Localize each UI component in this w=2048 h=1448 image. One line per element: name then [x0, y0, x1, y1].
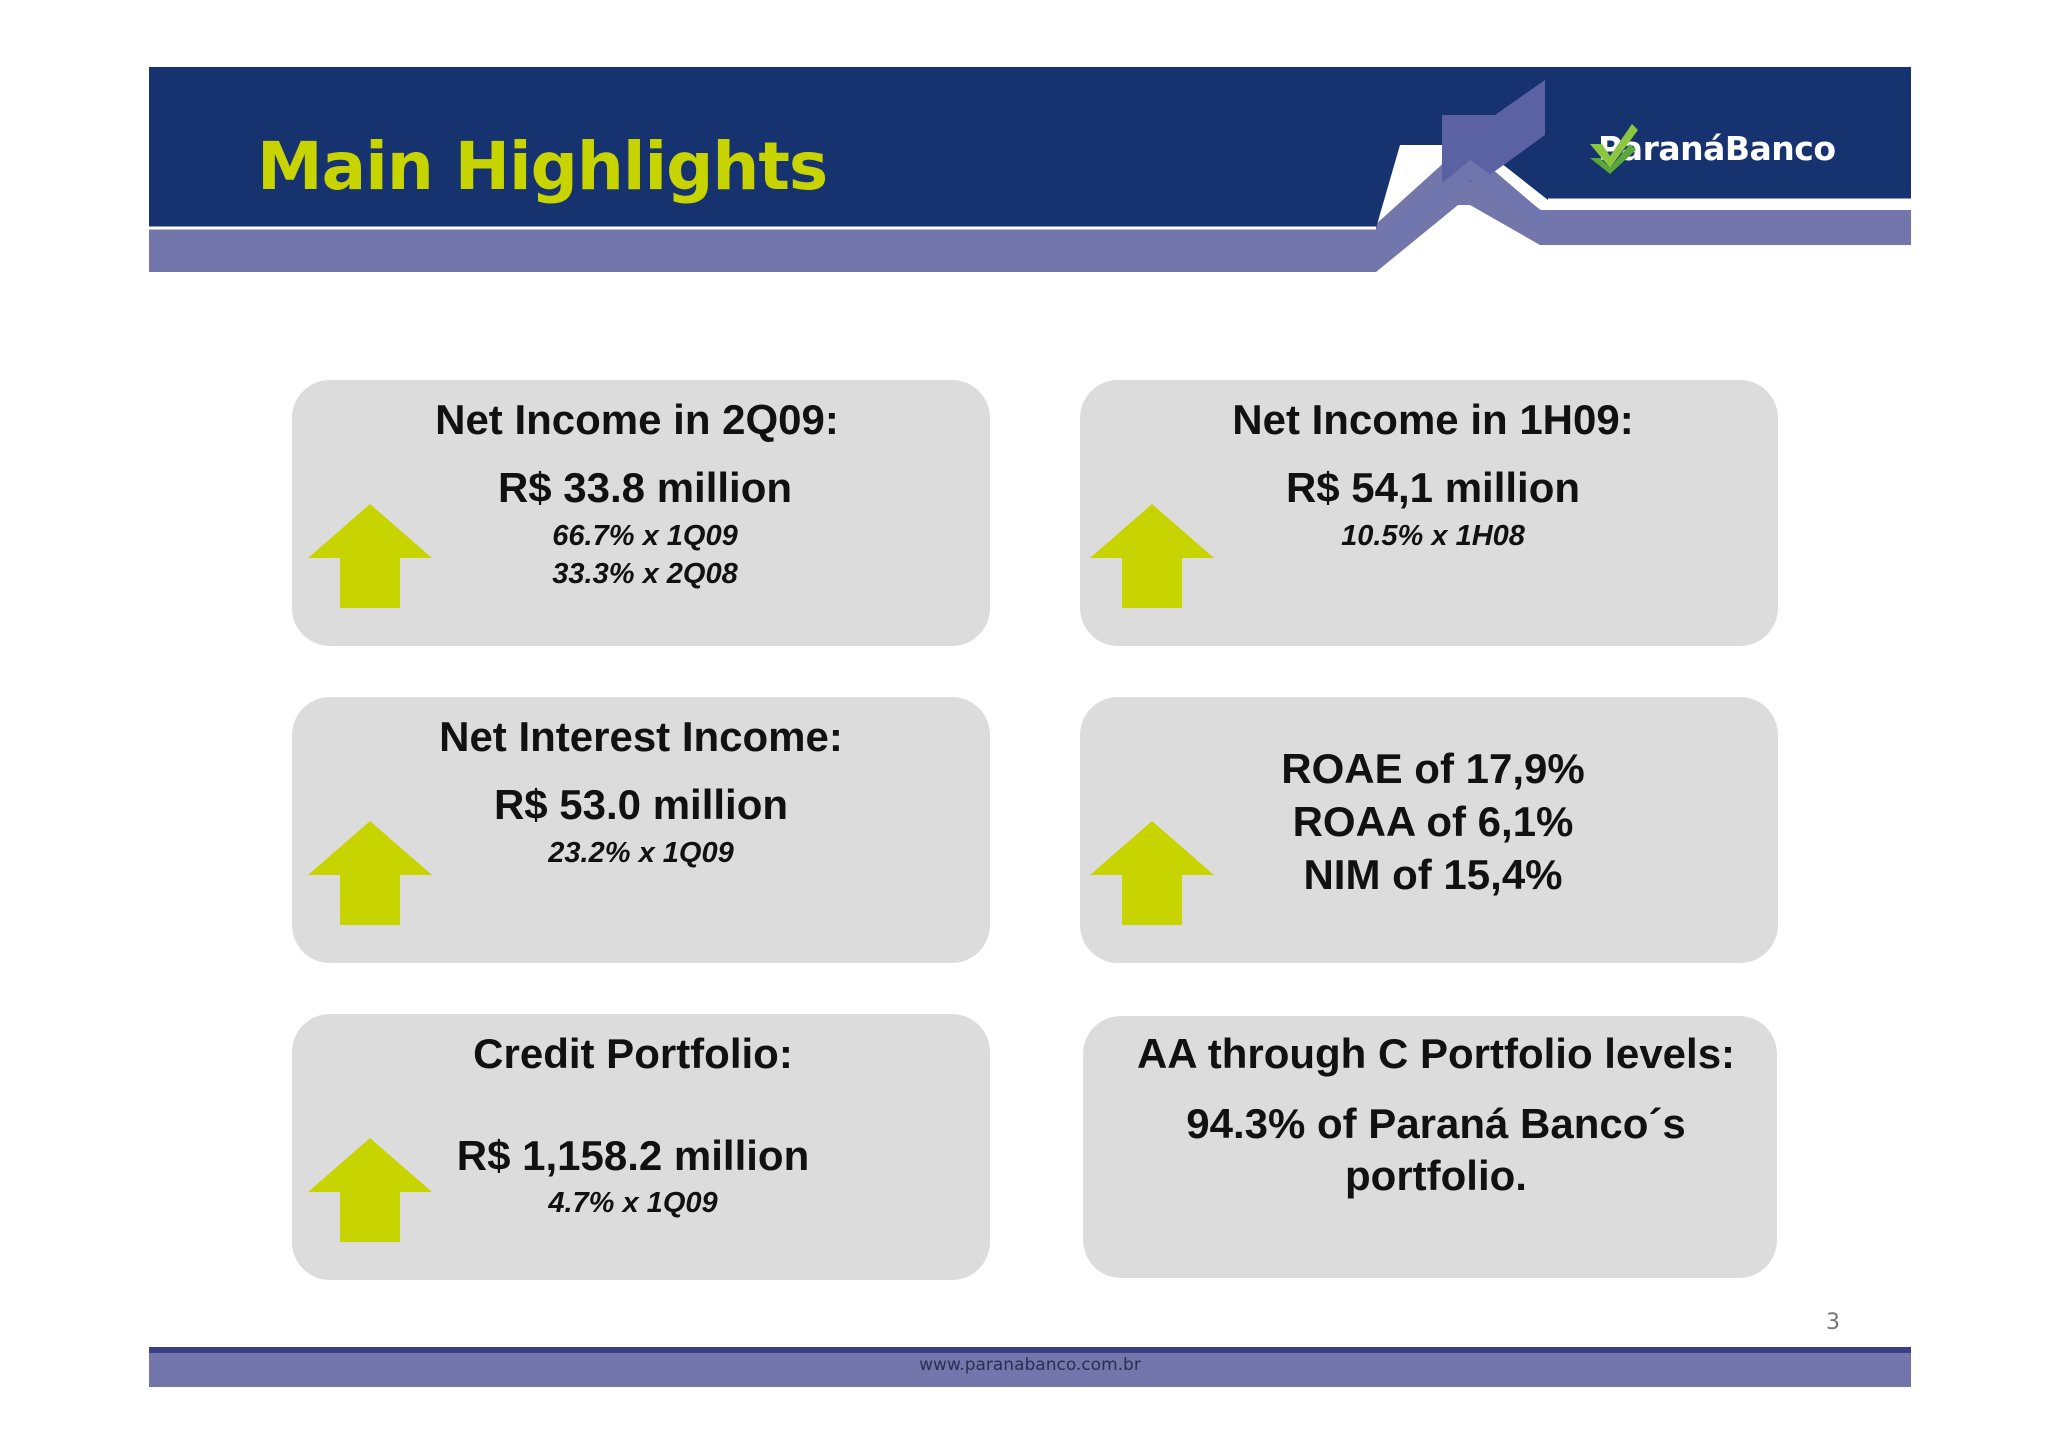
- card-heading: Net Income in 2Q09:: [435, 396, 839, 443]
- card-heading: Net Income in 1H09:: [1232, 396, 1634, 443]
- header-shape: [149, 67, 1911, 272]
- card-ratios: ROAE of 17,9% ROAA of 6,1% NIM of 15,4%: [1080, 697, 1778, 963]
- card-detail: 23.2% x 1Q09: [548, 837, 734, 869]
- footer-url: www.paranabanco.com.br: [919, 1355, 1141, 1375]
- card-credit-portfolio: Credit Portfolio: R$ 1,158.2 million 4.7…: [292, 1014, 990, 1280]
- card-value: R$ 53.0 million: [493, 781, 789, 828]
- card-value: R$ 1,158.2 million: [456, 1132, 810, 1179]
- brand-logo: ParanáBanco: [1588, 118, 1836, 178]
- card-net-income-2q09: Net Income in 2Q09: R$ 33.8 million 66.7…: [292, 380, 990, 646]
- card-ratio-line: ROAA of 6,1%: [1292, 798, 1574, 845]
- page-number: 3: [1826, 1310, 1840, 1335]
- logo-text: ParanáBanco: [1598, 128, 1836, 168]
- card-detail: 33.3% x 2Q08: [552, 558, 738, 590]
- checkmark-logo-icon: [1590, 124, 1638, 174]
- card-heading: AA through C Portfolio levels:: [1136, 1030, 1736, 1077]
- card-heading: Credit Portfolio:: [473, 1030, 793, 1077]
- card-detail-line: 94.3% of Paraná Banco´s: [1186, 1100, 1686, 1147]
- up-arrow-icon: [308, 821, 432, 925]
- up-arrow-icon: [1090, 821, 1214, 925]
- footer-bar: [149, 1347, 1911, 1387]
- card-detail: 4.7% x 1Q09: [548, 1187, 718, 1219]
- page-title: Main Highlights: [257, 128, 828, 205]
- card-ratio-line: NIM of 15,4%: [1303, 851, 1563, 898]
- header-banner: Main Highlights ParanáBanco: [0, 0, 2048, 300]
- card-detail-line: portfolio.: [1345, 1152, 1527, 1199]
- up-arrow-icon: [1090, 504, 1214, 608]
- card-detail: 66.7% x 1Q09: [552, 520, 738, 552]
- card-value: R$ 33.8 million: [497, 464, 793, 511]
- up-arrow-icon: [308, 504, 432, 608]
- card-net-interest-income: Net Interest Income: R$ 53.0 million 23.…: [292, 697, 990, 963]
- card-portfolio-levels: AA through C Portfolio levels: 94.3% of …: [1083, 1016, 1777, 1278]
- up-arrow-icon: [308, 1138, 432, 1242]
- card-heading: Net Interest Income:: [439, 713, 843, 760]
- card-ratio-line: ROAE of 17,9%: [1281, 745, 1585, 792]
- card-value: R$ 54,1 million: [1285, 464, 1581, 511]
- card-net-income-1h09: Net Income in 1H09: R$ 54,1 million 10.5…: [1080, 380, 1778, 646]
- card-detail: 10.5% x 1H08: [1341, 520, 1525, 552]
